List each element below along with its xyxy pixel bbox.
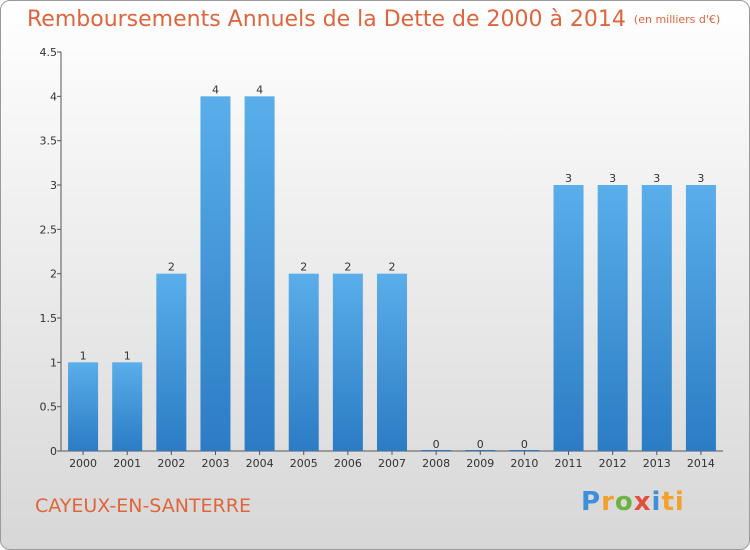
x-tick-label: 2005 <box>290 457 318 470</box>
bar <box>68 362 99 451</box>
bar <box>597 185 628 451</box>
y-tick-label: 4.5 <box>40 46 58 59</box>
bar <box>465 450 496 451</box>
x-tick-label: 2011 <box>555 457 583 470</box>
brand-logo: Proxiti <box>581 487 685 517</box>
bar <box>244 96 275 451</box>
chart-title-text: Remboursements Annuels de la Dette de 20… <box>27 7 626 32</box>
data-label: 3 <box>653 172 660 185</box>
data-label: 2 <box>300 261 307 274</box>
data-label: 2 <box>344 261 351 274</box>
bar <box>376 273 408 451</box>
bar <box>685 185 716 451</box>
data-label: 4 <box>256 83 263 96</box>
bar <box>112 362 143 451</box>
x-tick-label: 2014 <box>687 457 715 470</box>
y-tick-label: 4 <box>50 90 57 103</box>
x-tick-label: 2003 <box>201 457 229 470</box>
brand-letter: x <box>633 487 652 517</box>
data-label: 0 <box>433 438 440 451</box>
y-tick-label: 0.5 <box>40 401 58 414</box>
data-label: 1 <box>124 349 131 362</box>
data-label: 0 <box>477 438 484 451</box>
brand-letter: i <box>651 487 662 517</box>
data-label: 2 <box>168 261 175 274</box>
y-tick-label: 2.5 <box>40 223 58 236</box>
commune-name: CAYEUX-EN-SANTERRE <box>35 495 251 517</box>
brand-letter: o <box>614 487 634 517</box>
data-label: 1 <box>80 349 87 362</box>
x-tick-label: 2008 <box>422 457 450 470</box>
x-tick-label: 2004 <box>246 457 274 470</box>
bar <box>200 96 231 451</box>
data-label: 2 <box>389 261 396 274</box>
data-label: 3 <box>609 172 616 185</box>
x-tick-label: 2006 <box>334 457 362 470</box>
data-label: 4 <box>212 83 219 96</box>
x-tick-label: 2002 <box>157 457 185 470</box>
bar <box>553 185 584 451</box>
x-tick-label: 2007 <box>378 457 406 470</box>
y-tick-label: 3.5 <box>40 135 58 148</box>
data-label: 3 <box>697 172 704 185</box>
brand-letter: ti <box>661 487 685 517</box>
x-tick-label: 2000 <box>69 457 97 470</box>
bar <box>288 273 319 451</box>
y-tick-label: 1 <box>50 356 57 369</box>
bar <box>641 185 672 451</box>
bar <box>509 450 540 451</box>
bar <box>332 273 363 451</box>
bar <box>421 450 452 451</box>
y-tick-label: 0 <box>50 445 57 458</box>
x-tick-label: 2010 <box>510 457 538 470</box>
data-label: 3 <box>565 172 572 185</box>
y-tick-label: 1.5 <box>40 312 58 325</box>
x-tick-label: 2001 <box>113 457 141 470</box>
brand-letter: P <box>581 487 602 517</box>
chart-subtitle: (en milliers d'€) <box>633 13 721 26</box>
x-tick-label: 2012 <box>599 457 627 470</box>
bar <box>156 273 187 451</box>
y-tick-label: 2 <box>50 268 57 281</box>
y-tick-label: 3 <box>50 179 57 192</box>
data-label: 0 <box>521 438 528 451</box>
chart-title: Remboursements Annuels de la Dette de 20… <box>27 7 720 32</box>
brand-letter: r <box>601 487 615 517</box>
x-tick-label: 2009 <box>466 457 494 470</box>
x-tick-label: 2013 <box>643 457 671 470</box>
